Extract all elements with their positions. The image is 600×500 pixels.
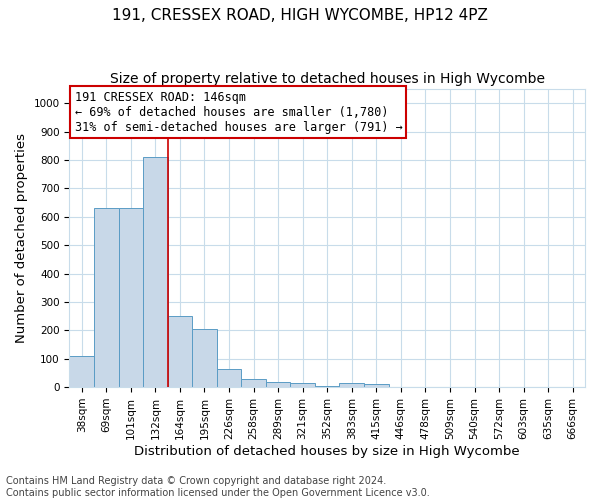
Bar xyxy=(167,316,192,387)
Text: 191, CRESSEX ROAD, HIGH WYCOMBE, HP12 4PZ: 191, CRESSEX ROAD, HIGH WYCOMBE, HP12 4P… xyxy=(112,8,488,22)
Bar xyxy=(340,384,364,387)
Bar xyxy=(192,329,217,387)
Bar xyxy=(143,157,167,387)
Bar xyxy=(241,379,266,387)
Bar xyxy=(119,208,143,387)
Y-axis label: Number of detached properties: Number of detached properties xyxy=(15,133,28,343)
Title: Size of property relative to detached houses in High Wycombe: Size of property relative to detached ho… xyxy=(110,72,545,86)
Bar xyxy=(217,369,241,387)
Text: Contains HM Land Registry data © Crown copyright and database right 2024.
Contai: Contains HM Land Registry data © Crown c… xyxy=(6,476,430,498)
Text: 191 CRESSEX ROAD: 146sqm
← 69% of detached houses are smaller (1,780)
31% of sem: 191 CRESSEX ROAD: 146sqm ← 69% of detach… xyxy=(74,90,403,134)
Bar xyxy=(70,356,94,387)
Bar xyxy=(94,208,119,387)
X-axis label: Distribution of detached houses by size in High Wycombe: Distribution of detached houses by size … xyxy=(134,444,520,458)
Bar xyxy=(364,384,389,387)
Bar xyxy=(290,384,315,387)
Bar xyxy=(266,382,290,387)
Bar xyxy=(315,386,340,387)
